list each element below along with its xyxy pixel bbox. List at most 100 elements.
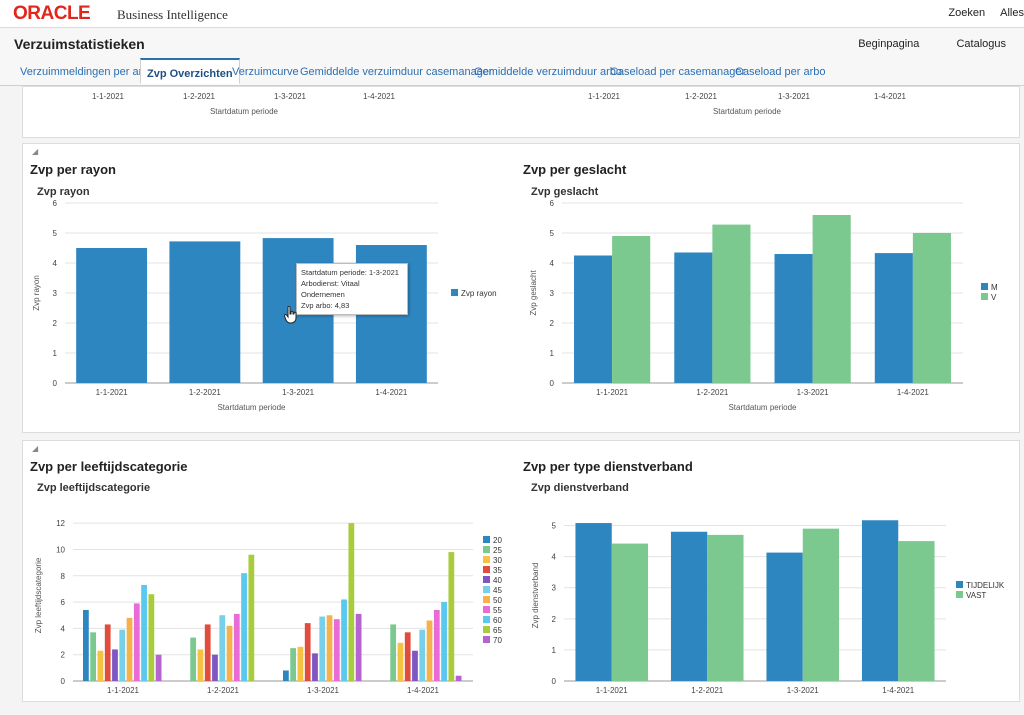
bar: [802, 528, 840, 681]
y-tick-label: 2: [552, 615, 557, 624]
legend-swatch: [956, 581, 963, 588]
x-tick-label: 1-3-2021: [797, 388, 830, 397]
home-link[interactable]: Beginpagina: [858, 38, 920, 50]
tick-label: 1-4-2021: [874, 92, 907, 101]
product-name: Business Intelligence: [117, 7, 228, 22]
y-tick-label: 4: [552, 553, 557, 562]
bar: [874, 253, 913, 383]
y-axis-label: Zvp rayon: [32, 275, 41, 311]
bar: [112, 649, 118, 681]
bottom-panel: ◢: [22, 440, 1020, 702]
bar: [766, 552, 803, 681]
x-tick-label: 1-1-2021: [107, 686, 140, 695]
bar: [404, 632, 411, 681]
y-tick-label: 6: [53, 199, 58, 208]
bar: [707, 534, 744, 681]
tick-label: 1-4-2021: [363, 92, 396, 101]
y-axis-label: Zvp geslacht: [529, 270, 538, 316]
chart-geslacht: 0 1 2 3 4 5 6 Zvp geslacht 1-1-2021 1-2-2021 1-3-2…: [529, 199, 998, 412]
tick-label: 1-3-2021: [778, 92, 811, 101]
tab-verzuimduur-casemanager[interactable]: Gemiddelde verzuimduur casemanager: [300, 66, 493, 78]
x-tick-label: 1-4-2021: [407, 686, 440, 695]
tooltip-line: Arbodienst: Vitaal Ondernemen: [301, 279, 360, 299]
bar: [333, 619, 340, 681]
legend-label: TIJDELIJK: [966, 581, 1005, 590]
scope-dropdown[interactable]: Alles: [1000, 7, 1024, 19]
bar: [433, 609, 440, 681]
bar: [611, 543, 649, 681]
x-tick-label: 1-1-2021: [596, 388, 629, 397]
bar: [575, 523, 612, 681]
dashboard-header: Verzuimstatistieken Beginpagina Catalogu…: [0, 28, 1024, 58]
chart-title-leeftijd: Zvp leeftijdscategorie: [37, 482, 151, 494]
chart-leeftijd: 0 2 4 6 8 10 12 Zvp leeftijdscategorie 1-1-2021 1…: [34, 519, 502, 695]
bar: [341, 599, 347, 681]
catalog-link[interactable]: Catalogus: [956, 38, 1006, 50]
tab-caseload-arbo[interactable]: Caseload per arbo: [735, 66, 826, 78]
bar: [912, 233, 951, 383]
section-title-geslacht: Zvp per geslacht: [523, 162, 627, 177]
chart-dienstverband: 0 1 2 3 4 5 Zvp dienstverband 1-1-2021 1-2-2021 1…: [531, 520, 1005, 695]
legend-label: 65: [493, 626, 502, 635]
bar: [297, 646, 304, 681]
x-tick-label: 1-4-2021: [375, 388, 408, 397]
y-tick-label: 6: [61, 598, 66, 607]
tab-verzuimmeldingen-per-arbo[interactable]: Verzuimmeldingen per arbo: [20, 66, 155, 78]
bar: [326, 615, 333, 681]
x-axis-label: Startdatum periode: [728, 403, 797, 412]
bar: [212, 654, 218, 681]
tab-verzuimcurve[interactable]: Verzuimcurve: [232, 66, 299, 78]
collapse-handle-icon[interactable]: ◢: [32, 444, 39, 453]
x-tick-label: 1-2-2021: [691, 686, 724, 695]
tab-caseload-casemanager[interactable]: Caseload per casemanager: [610, 66, 746, 78]
top-panel: 1-1-2021 1-2-2021 1-3-2021 1-4-2021 Star…: [22, 86, 1020, 138]
header-links: Beginpagina Catalogus: [824, 38, 1006, 50]
bar: [312, 653, 318, 681]
chart-title-rayon: Zvp rayon: [37, 186, 90, 198]
legend-label: M: [991, 283, 998, 292]
legend-swatch: [483, 636, 490, 643]
bar: [861, 520, 899, 681]
bar: [197, 649, 204, 681]
tick-label: 1-2-2021: [685, 92, 718, 101]
oracle-logo[interactable]: ORACLE: [13, 3, 91, 24]
bar: [412, 650, 418, 681]
bar: [319, 616, 326, 681]
legend-label: 40: [493, 576, 502, 585]
y-tick-label: 12: [56, 519, 65, 528]
page-title: Verzuimstatistieken: [14, 36, 145, 52]
legend-swatch: [483, 576, 490, 583]
bar: [774, 254, 813, 383]
x-tick-label: 1-2-2021: [189, 388, 222, 397]
bar: [898, 541, 935, 681]
legend-label: V: [991, 293, 997, 302]
y-tick-label: 0: [53, 379, 58, 388]
search-link[interactable]: Zoeken: [948, 7, 986, 19]
legend-swatch: [483, 536, 490, 543]
bar: [119, 629, 126, 681]
bar: [712, 224, 751, 383]
bar: [426, 620, 433, 681]
tick-label: 1-1-2021: [588, 92, 621, 101]
bar: [76, 248, 148, 383]
x-tick-label: 1-4-2021: [882, 686, 915, 695]
bar: [248, 554, 255, 681]
y-tick-label: 1: [550, 349, 555, 358]
y-tick-label: 0: [552, 677, 557, 686]
bar: [90, 632, 97, 681]
y-tick-label: 2: [550, 319, 555, 328]
tab-zvp-overzichten[interactable]: Zvp Overzichten: [140, 58, 240, 84]
chart-rayon: 0 1 2 3 4 5 6 Zvp rayon 1-1-2021 1-2-2021 1-3-2021…: [32, 199, 497, 412]
bar: [390, 624, 397, 681]
tab-verzuimduur-arbo[interactable]: Gemiddelde verzuimduur arbo: [474, 66, 622, 78]
bar: [204, 624, 211, 681]
chart-title-geslacht: Zvp geslacht: [531, 186, 599, 198]
axis-label: Startdatum periode: [713, 107, 782, 116]
y-tick-label: 3: [552, 584, 557, 593]
legend-swatch: [483, 566, 490, 573]
legend-label: 25: [493, 546, 502, 555]
bar: [241, 573, 247, 681]
collapse-handle-icon[interactable]: ◢: [32, 147, 39, 156]
bar: [348, 523, 355, 681]
y-tick-label: 4: [53, 259, 58, 268]
